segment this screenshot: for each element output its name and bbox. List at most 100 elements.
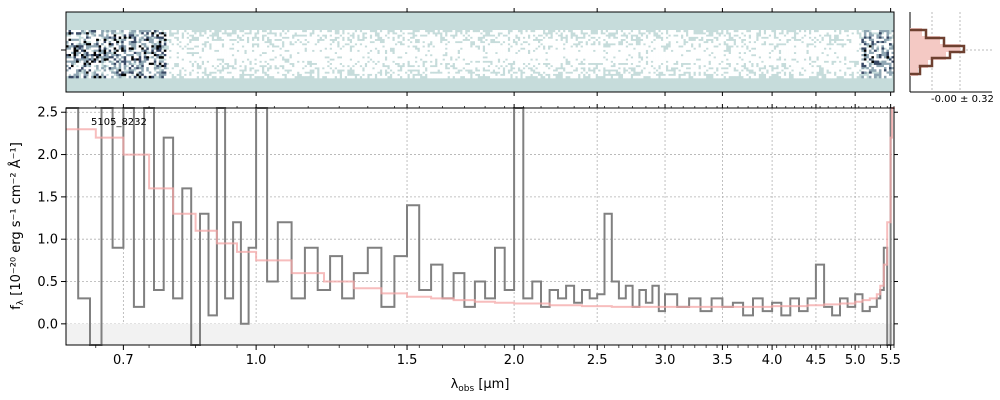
heat-cell bbox=[367, 49, 370, 53]
heat-cell bbox=[537, 54, 541, 57]
heat-cell bbox=[623, 60, 626, 64]
heat-cell bbox=[464, 64, 468, 68]
heat-cell bbox=[851, 30, 855, 33]
heat-cell bbox=[650, 73, 654, 77]
heat-cell bbox=[219, 40, 222, 44]
heat-cell bbox=[670, 62, 674, 66]
heat-cell bbox=[602, 40, 606, 44]
heat-cell bbox=[409, 67, 413, 70]
heat-cell bbox=[437, 54, 441, 57]
heat-cell bbox=[848, 58, 852, 61]
heat-cell bbox=[761, 32, 764, 35]
heat-cell bbox=[91, 32, 94, 35]
heat-cell bbox=[851, 38, 855, 42]
heat-cell bbox=[336, 73, 340, 77]
heat-cell bbox=[249, 56, 252, 59]
heat-cell bbox=[688, 30, 692, 33]
heat-cell bbox=[183, 40, 187, 44]
heat-cell bbox=[843, 32, 847, 35]
heat-cell bbox=[113, 58, 117, 61]
heat-cell bbox=[364, 67, 368, 70]
heat-cell bbox=[861, 45, 865, 48]
heat-cell bbox=[103, 71, 107, 74]
heat-cell bbox=[587, 51, 591, 55]
heat-cell bbox=[788, 36, 792, 40]
heat-cell bbox=[434, 73, 438, 77]
heat-cell bbox=[690, 60, 694, 64]
heat-cell bbox=[510, 54, 513, 57]
heat-cell bbox=[409, 38, 413, 42]
heat-cell bbox=[532, 32, 536, 35]
heat-cell bbox=[773, 51, 777, 55]
heat-cell bbox=[831, 58, 835, 61]
heat-cell bbox=[778, 36, 782, 40]
heat-cell bbox=[178, 32, 182, 35]
heat-cell bbox=[153, 71, 157, 74]
heat-cell bbox=[389, 34, 393, 37]
heat-cell bbox=[474, 71, 478, 74]
heat-cell bbox=[206, 43, 210, 46]
heat-cell bbox=[663, 38, 666, 42]
heat-cell bbox=[781, 45, 784, 48]
heat-cell bbox=[625, 54, 629, 57]
heat-cell bbox=[530, 62, 533, 66]
heat-cell bbox=[740, 56, 744, 59]
heat-cell bbox=[658, 54, 661, 57]
heat-cell bbox=[71, 67, 74, 70]
heat-cell bbox=[718, 45, 722, 48]
heat-cell bbox=[675, 56, 679, 59]
heat-cell bbox=[434, 30, 438, 33]
heat-cell bbox=[733, 32, 737, 35]
heat-cell bbox=[347, 34, 350, 37]
heat-cell bbox=[602, 36, 606, 40]
heat-cell bbox=[705, 51, 709, 55]
heat-cell bbox=[284, 45, 288, 48]
heat-cell bbox=[628, 38, 631, 42]
heat-cell bbox=[229, 49, 232, 53]
heat-cell bbox=[768, 69, 772, 72]
heat-cell bbox=[665, 40, 669, 44]
heat-cell bbox=[76, 47, 79, 50]
heat-cell bbox=[186, 64, 190, 68]
heat-cell bbox=[633, 75, 636, 79]
heat-cell bbox=[607, 40, 611, 44]
heat-cell bbox=[660, 49, 664, 53]
heat-cell bbox=[449, 71, 453, 74]
heat-cell bbox=[359, 54, 363, 57]
heat-cell bbox=[750, 36, 754, 40]
heat-cell bbox=[204, 60, 207, 64]
heat-cell bbox=[131, 30, 135, 33]
heat-cell bbox=[735, 49, 739, 53]
heat-cell bbox=[236, 60, 240, 64]
heat-cell bbox=[555, 64, 559, 68]
heat-cell bbox=[81, 45, 84, 48]
heat-cell bbox=[710, 58, 714, 61]
heat-cell bbox=[831, 51, 835, 55]
heat-cell bbox=[231, 45, 235, 48]
heat-cell bbox=[81, 54, 84, 57]
heat-cell bbox=[324, 54, 328, 57]
heat-cell bbox=[733, 56, 737, 59]
heat-cell bbox=[239, 71, 242, 74]
heat-cell bbox=[143, 62, 147, 66]
heat-cell bbox=[743, 40, 747, 44]
heat-cell bbox=[640, 64, 644, 68]
heat-cell bbox=[527, 45, 531, 48]
heat-cell bbox=[459, 54, 463, 57]
heat-cell bbox=[216, 71, 220, 74]
heat-cell bbox=[585, 73, 589, 77]
heat-cell bbox=[93, 36, 97, 40]
heat-cell bbox=[83, 69, 87, 72]
heat-cell bbox=[183, 43, 187, 46]
heat-cell bbox=[713, 51, 717, 55]
heat-cell bbox=[352, 60, 355, 64]
heat-cell bbox=[188, 75, 192, 79]
heat-cell bbox=[665, 49, 669, 53]
heat-cell bbox=[321, 54, 325, 57]
heat-cell bbox=[756, 69, 759, 72]
heat-cell bbox=[397, 71, 401, 74]
heat-cell bbox=[612, 40, 616, 44]
heat-cell bbox=[798, 54, 802, 57]
heat-cell bbox=[143, 40, 147, 44]
heat-cell bbox=[392, 67, 395, 70]
